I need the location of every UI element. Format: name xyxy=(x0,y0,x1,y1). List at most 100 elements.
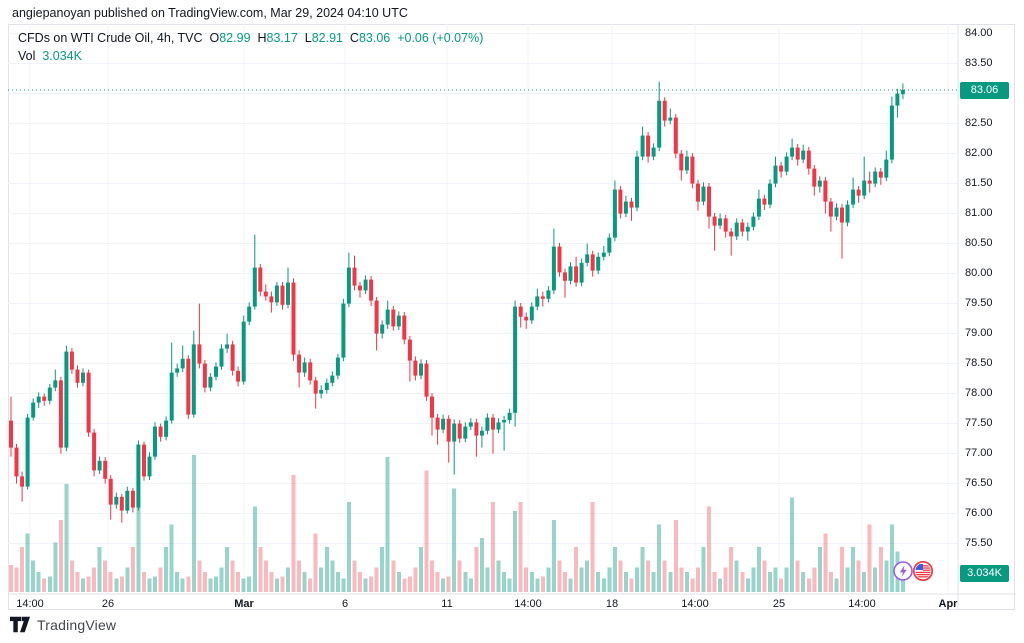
volume-bar xyxy=(391,560,396,592)
volume-bar xyxy=(352,560,357,592)
price-axis-label: 78.00 xyxy=(965,387,993,400)
candle xyxy=(446,415,451,463)
candle xyxy=(108,475,113,520)
candle xyxy=(463,422,468,443)
volume-bar xyxy=(214,576,218,592)
candle xyxy=(247,302,252,326)
candle xyxy=(889,96,894,164)
event-icons[interactable] xyxy=(893,560,934,582)
volume-bar xyxy=(491,502,495,592)
volume-bar xyxy=(374,567,379,593)
candle xyxy=(319,385,324,399)
candle xyxy=(662,97,667,127)
candle xyxy=(629,198,634,221)
tradingview-brand-text[interactable]: TradingView xyxy=(37,616,117,633)
volume-bar xyxy=(446,576,451,592)
volume-bar xyxy=(474,547,479,592)
volume-bar xyxy=(540,576,545,592)
candle xyxy=(258,264,263,297)
volume-bar xyxy=(247,576,252,592)
price-axis-label: 75.50 xyxy=(965,537,993,550)
volume-bar xyxy=(252,506,257,592)
volume-bar xyxy=(773,567,778,593)
time-axis-label: 25 xyxy=(772,598,786,610)
volume-bar xyxy=(341,578,346,592)
candles-layer xyxy=(9,81,905,523)
volume-bar xyxy=(136,497,141,592)
candle xyxy=(130,487,135,513)
volume-bar xyxy=(607,567,612,593)
candle xyxy=(114,492,119,509)
volume-bar xyxy=(873,567,878,593)
volume-bar xyxy=(762,560,767,592)
candle xyxy=(851,177,856,209)
time-axis-label: 18 xyxy=(605,598,619,610)
candle xyxy=(773,156,778,188)
candle xyxy=(186,355,191,419)
candle xyxy=(502,415,507,451)
volume-bar xyxy=(551,520,556,592)
volume-bar xyxy=(269,571,274,593)
time-axis-label: 26 xyxy=(101,598,115,610)
candle xyxy=(557,243,562,277)
volume-bar xyxy=(712,571,717,593)
candle xyxy=(352,255,357,291)
candle xyxy=(734,218,739,240)
volume-bar xyxy=(557,560,562,592)
candle xyxy=(341,298,346,362)
price-axis-label: 81.00 xyxy=(965,207,993,220)
candle xyxy=(236,366,241,387)
time-axis-label: Mar xyxy=(234,598,254,610)
candle xyxy=(225,333,230,353)
volume-bar xyxy=(768,571,772,593)
volume-bar xyxy=(153,576,157,592)
volume-bar xyxy=(496,560,501,592)
volume-bar xyxy=(302,571,307,593)
volume-bar xyxy=(635,567,639,593)
volume-bar xyxy=(36,571,41,593)
candle xyxy=(513,300,518,427)
volume-bar xyxy=(795,560,800,592)
price-axis-label: 82.00 xyxy=(965,147,993,160)
candle xyxy=(9,396,13,457)
volume-bar xyxy=(31,560,36,592)
volume-bar xyxy=(58,520,63,592)
candle xyxy=(878,168,883,185)
volume-bar xyxy=(828,571,833,593)
candle xyxy=(585,243,590,267)
candle xyxy=(25,414,30,490)
volume-bar xyxy=(175,571,180,593)
volume-bar xyxy=(130,547,135,592)
volume-bar xyxy=(81,578,85,592)
volume-bar xyxy=(684,571,689,593)
lightning-event-icon[interactable] xyxy=(893,561,913,581)
candle xyxy=(86,369,91,437)
price-axis-label: 80.50 xyxy=(965,237,993,250)
volume-bar xyxy=(585,560,590,592)
candle xyxy=(574,256,579,287)
candle xyxy=(391,306,396,331)
volume-bar xyxy=(119,576,124,592)
candle xyxy=(53,369,58,392)
volume-bar xyxy=(668,571,673,593)
candle xyxy=(380,320,385,339)
volume-bar xyxy=(507,578,512,592)
volume-bar xyxy=(612,547,617,592)
volume-bar xyxy=(651,571,656,593)
candle xyxy=(147,452,152,480)
tradingview-logo-icon[interactable] xyxy=(10,616,30,633)
price-axis-label: 78.50 xyxy=(965,357,993,370)
volume-bar xyxy=(20,547,25,592)
price-axis-label: 77.50 xyxy=(965,417,993,430)
volume-bar xyxy=(125,567,130,593)
volume-bar xyxy=(164,547,169,592)
volume-bar xyxy=(596,571,601,593)
volume-bar xyxy=(457,560,462,592)
volume-bar xyxy=(158,567,163,593)
price-axis-label: 82.50 xyxy=(965,117,993,130)
us-flag-economic-event-icon[interactable] xyxy=(912,560,934,582)
volume-bar xyxy=(308,578,313,592)
volume-bar xyxy=(385,457,390,592)
volume-bar xyxy=(452,488,457,592)
